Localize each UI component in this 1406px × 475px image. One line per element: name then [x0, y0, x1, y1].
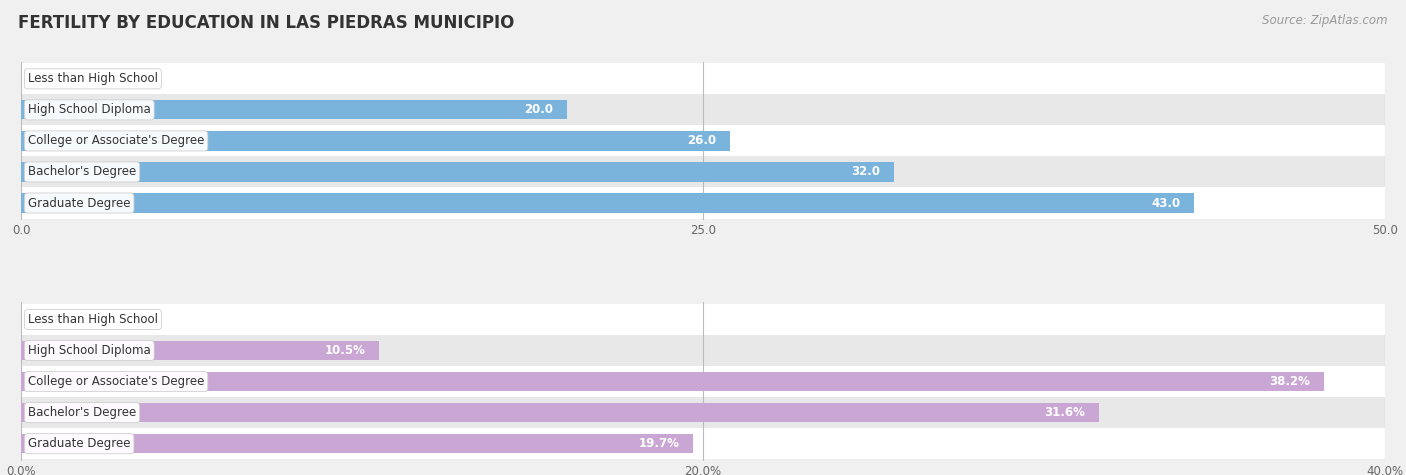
Bar [21, 372, 1323, 391]
Text: 19.7%: 19.7% [638, 437, 679, 450]
Bar [21, 366, 1385, 397]
Text: Less than High School: Less than High School [28, 313, 157, 326]
Text: FERTILITY BY EDUCATION IN LAS PIEDRAS MUNICIPIO: FERTILITY BY EDUCATION IN LAS PIEDRAS MU… [18, 14, 515, 32]
Bar [21, 434, 693, 453]
Text: Graduate Degree: Graduate Degree [28, 437, 131, 450]
Text: 10.5%: 10.5% [325, 344, 366, 357]
Bar [21, 100, 567, 120]
Text: 0.0%: 0.0% [38, 313, 70, 326]
Bar [21, 156, 1385, 188]
Bar [21, 397, 1385, 428]
Text: High School Diploma: High School Diploma [28, 104, 150, 116]
Bar [21, 162, 894, 181]
Bar [21, 304, 1385, 335]
Text: Less than High School: Less than High School [28, 72, 157, 86]
Text: 43.0: 43.0 [1152, 197, 1181, 209]
Text: High School Diploma: High School Diploma [28, 344, 150, 357]
Text: Source: ZipAtlas.com: Source: ZipAtlas.com [1263, 14, 1388, 27]
Text: College or Associate's Degree: College or Associate's Degree [28, 375, 204, 388]
Bar [21, 63, 1385, 95]
Text: College or Associate's Degree: College or Associate's Degree [28, 134, 204, 147]
Text: 32.0: 32.0 [851, 165, 880, 179]
Bar [21, 335, 1385, 366]
Bar [21, 188, 1385, 218]
Text: 0.0: 0.0 [38, 72, 58, 86]
Text: Graduate Degree: Graduate Degree [28, 197, 131, 209]
Bar [21, 428, 1385, 459]
Bar [21, 341, 380, 360]
Bar [21, 95, 1385, 125]
Text: 38.2%: 38.2% [1270, 375, 1310, 388]
Bar [21, 131, 730, 151]
Text: 31.6%: 31.6% [1045, 406, 1085, 419]
Bar [21, 125, 1385, 156]
Text: Bachelor's Degree: Bachelor's Degree [28, 406, 136, 419]
Text: Bachelor's Degree: Bachelor's Degree [28, 165, 136, 179]
Bar [21, 403, 1098, 422]
Text: 26.0: 26.0 [688, 134, 717, 147]
Bar [21, 193, 1194, 213]
Text: 20.0: 20.0 [524, 104, 553, 116]
